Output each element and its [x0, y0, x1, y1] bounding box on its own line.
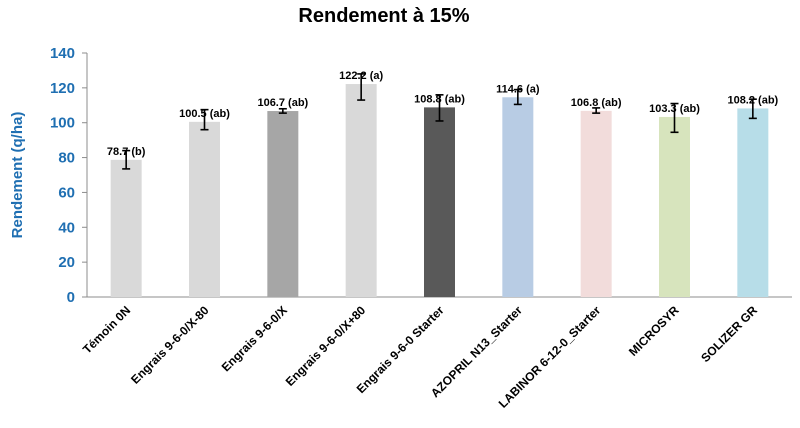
x-tick-label: Engrais 9-6-0 Starter [354, 303, 447, 396]
bar [424, 107, 455, 298]
data-label: 106.7 (ab) [257, 97, 308, 109]
data-label: 108.8 (ab) [414, 93, 465, 105]
y-tick-label: 100 [50, 115, 75, 132]
y-axis-label: Rendement (q/ha) [9, 112, 26, 239]
bar [189, 121, 220, 297]
y-tick-label: 20 [58, 254, 75, 271]
y-tick-label: 0 [67, 289, 75, 306]
data-label: 103.3 (ab) [649, 103, 700, 115]
x-tick-label: SOLIZER GR [698, 303, 760, 365]
chart-title: Rendement à 15% [298, 5, 469, 27]
y-tick-label: 120 [50, 80, 75, 97]
y-tick-label: 140 [50, 45, 75, 62]
data-label: 106.8 (ab) [571, 97, 622, 109]
bar [502, 97, 534, 297]
data-label: 100.5 (ab) [179, 108, 230, 120]
data-label: 78.7 (b) [107, 146, 146, 158]
bar [659, 116, 690, 297]
bar [737, 108, 769, 298]
x-tick-label: Engrais 9-6-0/X-80 [128, 303, 212, 387]
x-tick-label: Engrais 9-6-0/X+80 [283, 303, 369, 389]
y-tick-label: 40 [58, 219, 75, 236]
bar [267, 111, 299, 297]
x-tick-label: Témoin 0N [80, 303, 133, 356]
bar [110, 159, 142, 297]
data-label: 122.2 (a) [339, 70, 383, 82]
x-tick-label: Engrais 9-6-0/X [219, 303, 290, 374]
y-tick-label: 80 [58, 150, 75, 167]
data-label: 108.2 (ab) [727, 94, 778, 106]
data-label: 114.6 (a) [496, 83, 540, 95]
bar [580, 110, 612, 297]
x-tick-label: MICROSYR [626, 303, 682, 359]
bar [345, 84, 377, 297]
y-tick-label: 60 [58, 184, 75, 201]
